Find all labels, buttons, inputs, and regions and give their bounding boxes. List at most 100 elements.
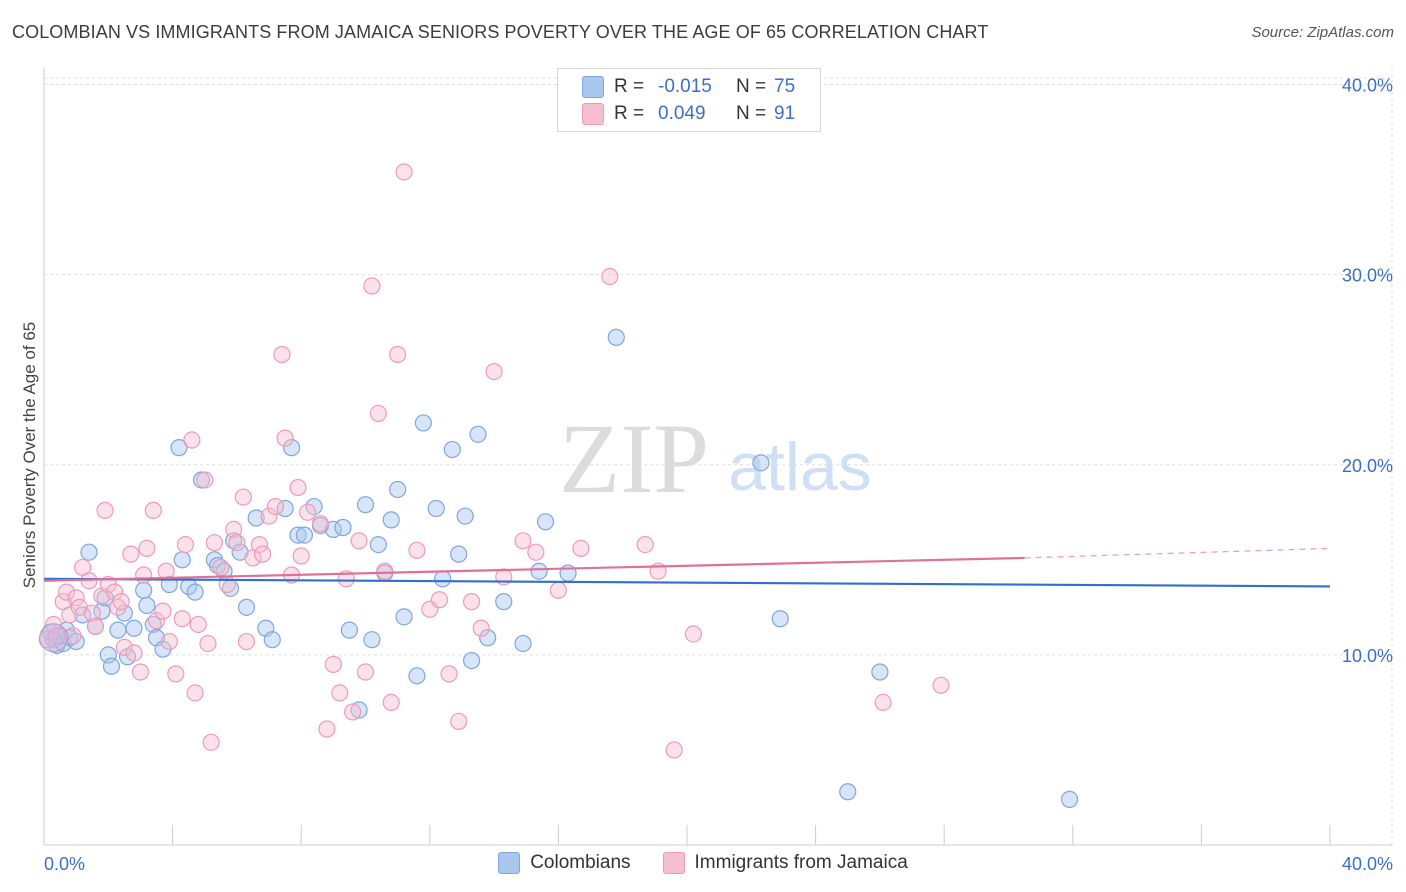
point-jamaica — [395, 163, 413, 181]
point-colombians — [356, 496, 375, 514]
point-jamaica — [189, 615, 207, 634]
watermark: ZIP atlas — [559, 403, 872, 514]
point-jamaica — [440, 665, 458, 683]
watermark-atlas: atlas — [728, 429, 872, 505]
point-colombians — [450, 545, 468, 563]
point-jamaica — [549, 581, 568, 599]
point-colombians — [456, 507, 474, 525]
point-colombians — [289, 526, 307, 544]
point-jamaica — [382, 693, 400, 712]
point-colombians — [340, 621, 359, 639]
point-jamaica — [205, 534, 223, 552]
point-jamaica — [408, 541, 426, 559]
trend-lines — [43, 547, 1331, 588]
point-colombians — [414, 414, 432, 432]
point-jamaica — [234, 488, 252, 506]
y-tick-label: 40.0% — [1342, 76, 1393, 96]
point-colombians — [382, 511, 400, 529]
point-jamaica — [276, 429, 294, 447]
legend-r-value: 0.049 — [658, 103, 706, 124]
point-jamaica — [273, 345, 291, 364]
point-colombians — [479, 629, 497, 647]
point-jamaica — [266, 497, 285, 516]
point-jamaica — [125, 644, 143, 662]
point-jamaica — [131, 663, 150, 681]
point-jamaica — [57, 583, 76, 601]
point-colombians — [334, 518, 352, 537]
point-jamaica — [350, 532, 368, 550]
point-jamaica — [292, 547, 310, 565]
point-colombians — [771, 610, 789, 628]
point-jamaica — [96, 501, 114, 519]
point-jamaica — [202, 733, 220, 751]
point-jamaica — [260, 507, 278, 525]
point-jamaica — [462, 593, 481, 611]
legend-n-label: N = — [736, 103, 767, 124]
trend-colombians — [43, 577, 1331, 588]
point-jamaica — [154, 602, 172, 620]
y-tick-label: 30.0% — [1342, 266, 1393, 286]
point-jamaica — [601, 267, 619, 286]
point-jamaica — [514, 532, 532, 550]
legend-r-label: R = — [614, 103, 645, 124]
point-colombians — [369, 536, 387, 554]
point-jamaica — [450, 712, 468, 731]
point-colombians — [469, 425, 487, 443]
legend-item-colombians[interactable]: Colombians — [498, 852, 631, 874]
correlation-legend: R = -0.015 N = 75 R = 0.049 N = 91 — [557, 68, 821, 132]
point-jamaica — [344, 703, 362, 721]
point-jamaica — [254, 545, 272, 563]
point-jamaica — [318, 720, 336, 738]
legend-r-value: -0.015 — [658, 76, 712, 97]
point-colombians — [530, 562, 548, 580]
point-jamaica — [167, 665, 185, 683]
series-legend: Colombians Immigrants from Jamaica — [0, 852, 1406, 874]
point-colombians — [282, 439, 301, 457]
point-jamaica — [527, 543, 545, 561]
point-cluster — [39, 623, 69, 653]
trend-jamaica-extension — [1024, 547, 1331, 559]
point-colombians — [135, 581, 153, 599]
point-colombians — [395, 608, 413, 626]
point-jamaica — [874, 693, 892, 712]
point-colombians — [295, 526, 314, 544]
point-colombians — [389, 480, 407, 499]
point-jamaica — [83, 604, 101, 622]
watermark-zip: ZIP — [559, 403, 709, 514]
point-colombians — [80, 543, 98, 561]
legend-r-label: R = — [614, 76, 645, 97]
point-colombians — [350, 701, 368, 719]
point-colombians — [186, 583, 204, 601]
point-colombians — [170, 439, 188, 457]
point-jamaica — [115, 638, 133, 656]
point-colombians — [247, 509, 265, 527]
point-jamaica — [135, 566, 153, 584]
point-jamaica — [196, 471, 214, 489]
trend-jamaica — [43, 556, 1025, 582]
point-colombians — [102, 657, 121, 675]
source-label: Source: ZipAtlas.com — [1251, 24, 1394, 41]
point-jamaica — [160, 632, 178, 651]
point-jamaica — [112, 593, 130, 611]
legend-item-jamaica[interactable]: Immigrants from Jamaica — [662, 852, 908, 874]
point-colombians — [462, 651, 481, 670]
point-jamaica — [324, 655, 342, 673]
point-colombians — [752, 454, 770, 472]
point-jamaica — [183, 431, 201, 449]
point-jamaica — [138, 539, 156, 558]
point-jamaica — [212, 558, 230, 577]
legend-label-jamaica: Immigrants from Jamaica — [694, 852, 908, 873]
point-colombians — [427, 499, 445, 518]
point-jamaica — [932, 676, 950, 694]
point-colombians — [514, 634, 532, 653]
point-jamaica — [237, 632, 256, 651]
point-jamaica — [472, 619, 490, 637]
point-colombians — [125, 619, 143, 637]
y-tick-label: 20.0% — [1342, 456, 1393, 476]
axes — [43, 68, 1392, 846]
point-jamaica — [228, 534, 246, 552]
point-jamaica — [186, 684, 204, 702]
point-jamaica — [176, 536, 195, 554]
chart-title: COLOMBIAN VS IMMIGRANTS FROM JAMAICA SEN… — [12, 22, 989, 42]
legend-swatch-jamaica — [582, 103, 604, 125]
